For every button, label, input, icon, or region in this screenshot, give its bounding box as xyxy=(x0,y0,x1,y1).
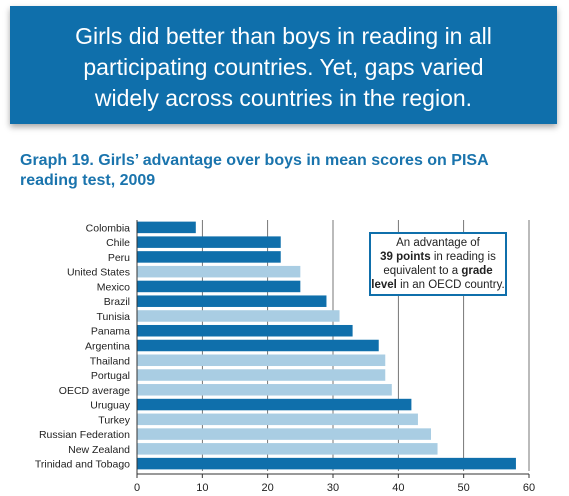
annotation-line1: An advantage of xyxy=(396,237,480,249)
category-label: Turkey xyxy=(98,414,130,426)
x-tick-label: 40 xyxy=(392,482,404,494)
category-label: Portugal xyxy=(91,370,130,382)
chart-title: Graph 19. Girls’ advantage over boys in … xyxy=(20,152,489,189)
annotation-line3: in an OECD country. xyxy=(396,279,505,291)
bar xyxy=(137,339,379,352)
bar xyxy=(137,398,412,411)
category-label: Brazil xyxy=(104,296,130,308)
category-label: OECD average xyxy=(59,385,130,397)
bar-chart: Colombia Chile Peru United States Mexico Braz… xyxy=(35,220,535,494)
annotation-line2: in reading is equivalent to a xyxy=(383,251,496,277)
bar xyxy=(137,265,301,278)
bar xyxy=(137,369,386,381)
bar xyxy=(137,236,281,248)
bar xyxy=(137,310,340,322)
bar xyxy=(137,443,438,455)
category-label: United States xyxy=(67,267,130,279)
bar xyxy=(137,295,327,307)
bar xyxy=(137,354,386,367)
category-label: Mexico xyxy=(97,281,130,293)
annotation-bold-points: 39 points xyxy=(380,251,431,263)
bar xyxy=(137,280,301,293)
bar xyxy=(137,251,281,263)
headline-text: Girls did better than boys in reading in… xyxy=(75,23,492,111)
annotation-box: An advantage of 39 points in reading is … xyxy=(369,232,507,296)
category-label: Panama xyxy=(91,326,130,338)
bar xyxy=(137,221,196,234)
headline-banner: Girls did better than boys in reading in… xyxy=(10,6,557,124)
category-label: Trinidad and Tobago xyxy=(35,459,130,471)
x-tick-label: 50 xyxy=(458,482,470,494)
x-tick-label: 20 xyxy=(262,482,274,494)
bar xyxy=(137,324,353,337)
category-label: Argentina xyxy=(85,341,130,353)
category-label: Russian Federation xyxy=(39,429,130,441)
annotation-text: An advantage of 39 points in reading is … xyxy=(371,236,505,292)
category-label: Peru xyxy=(108,252,130,264)
x-tick-label: 60 xyxy=(523,482,535,494)
category-label: Colombia xyxy=(86,222,131,234)
bar xyxy=(137,413,418,426)
annotation-bold-grade: grade level xyxy=(371,265,493,291)
category-label: Thailand xyxy=(90,355,130,367)
x-tick-label: 0 xyxy=(134,482,140,494)
bar xyxy=(137,428,431,440)
category-label: New Zealand xyxy=(68,444,130,456)
category-label: Tunisia xyxy=(97,311,131,323)
x-tick-label: 30 xyxy=(327,482,339,494)
bar xyxy=(137,384,392,396)
category-label: Chile xyxy=(106,237,130,249)
x-tick-label: 10 xyxy=(196,482,208,494)
category-label: Uruguay xyxy=(90,400,130,412)
bar xyxy=(137,457,516,470)
